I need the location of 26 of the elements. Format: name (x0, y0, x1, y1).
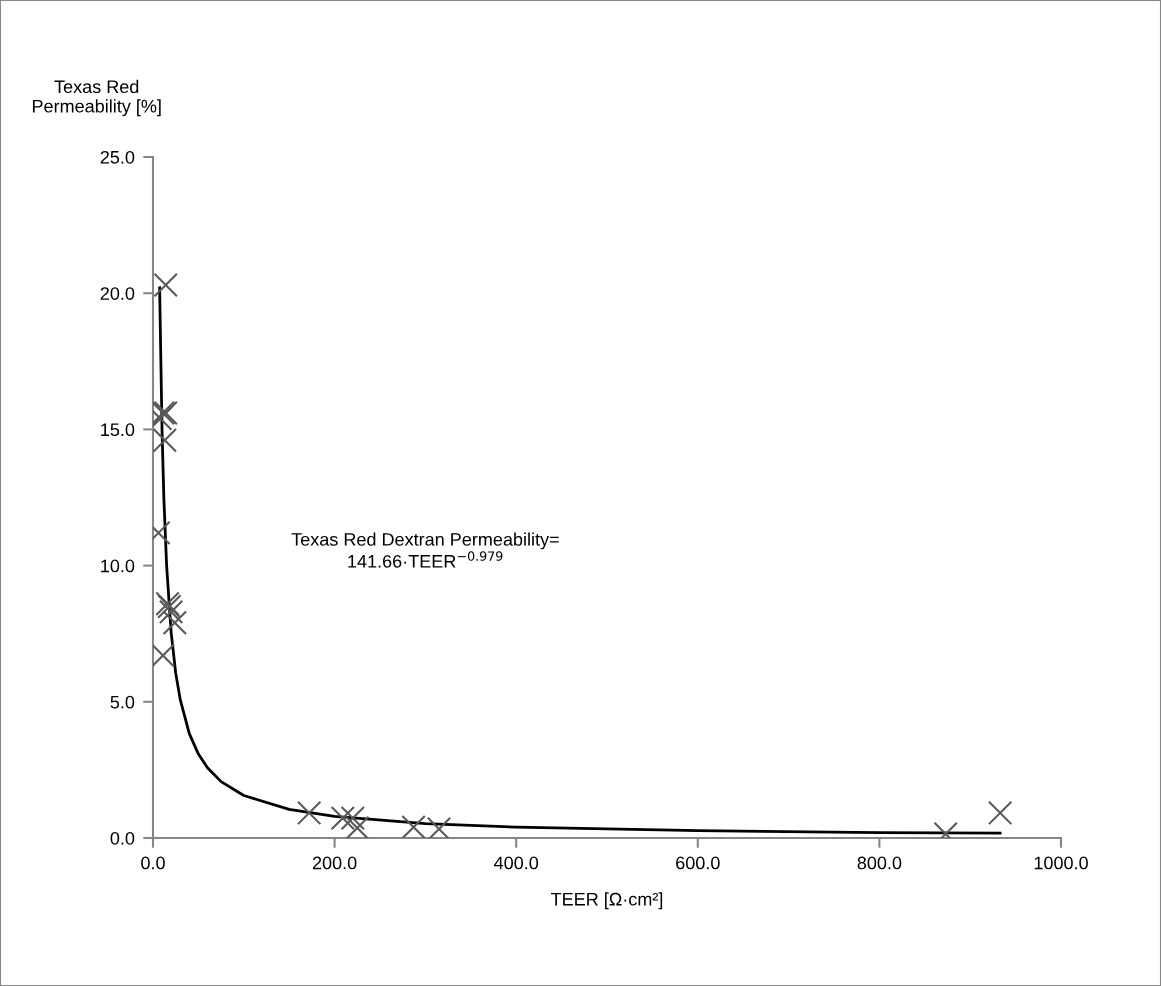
x-axis-title: TEER [Ω·cm²] (551, 892, 663, 910)
y-tick-label: 5.0 (110, 695, 135, 709)
point (158, 599, 184, 625)
x-tick-label: 200.0 (312, 856, 357, 870)
point (153, 643, 176, 668)
y-tick-label: 20.0 (100, 287, 135, 300)
point (330, 805, 356, 831)
point (345, 815, 370, 838)
x-tick-label: 800.0 (857, 856, 902, 870)
point (296, 800, 322, 826)
point (987, 800, 1013, 826)
x-tick-label: 600.0 (676, 856, 720, 870)
point (340, 805, 365, 831)
x-tick-label: 1000.0 (1034, 856, 1088, 870)
x-tick-label: 400.0 (494, 856, 539, 870)
y-axis-title: Texas Red Permeability [%] (32, 79, 161, 117)
y-tick-label: 25.0 (100, 150, 135, 164)
point (162, 610, 188, 636)
point (153, 428, 178, 453)
y-tick-label: 10.0 (101, 559, 135, 573)
x-tick-label: 0.0 (141, 856, 165, 870)
point (153, 272, 178, 298)
y-tick-label: 0.0 (110, 831, 135, 845)
y-tick-label: 15.0 (101, 423, 135, 437)
annotation: Texas Red Dextran Permeability= 141.66·TEER$^{−0.979}$ (291, 532, 559, 568)
line-series (158, 286, 1002, 835)
